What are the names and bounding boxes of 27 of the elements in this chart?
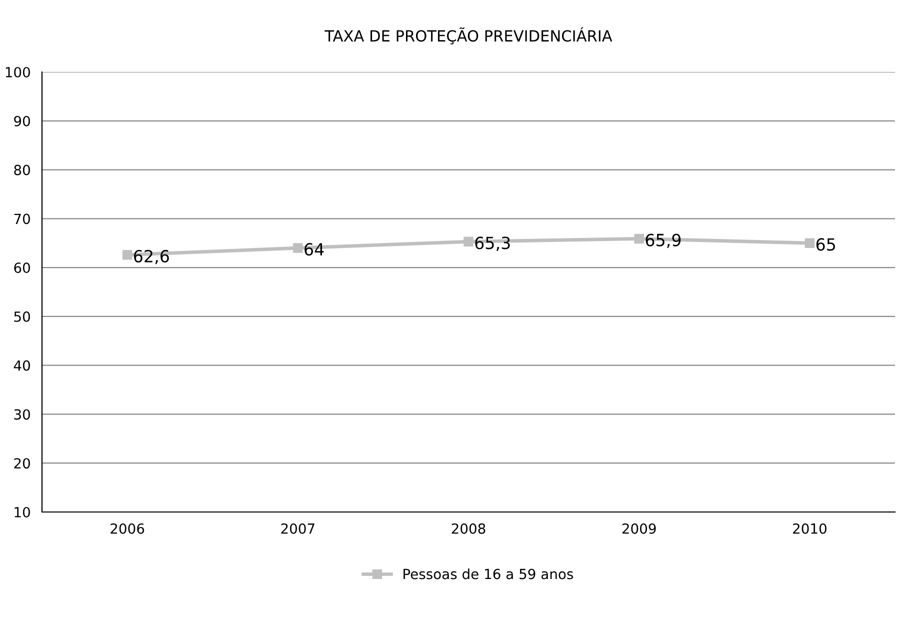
point <box>293 243 303 253</box>
data-label: 65,3 <box>475 236 510 251</box>
x-tick-label: 2007 <box>281 523 314 534</box>
x-tick-label: 2008 <box>452 523 486 534</box>
data-label: 65 <box>816 238 836 251</box>
y-tick-label: 10 <box>14 506 30 518</box>
x-tick-label: 2009 <box>622 523 656 534</box>
data-label: 62,6 <box>134 250 169 264</box>
point <box>464 236 474 247</box>
y-tick-label: 20 <box>14 458 30 469</box>
point <box>122 250 132 260</box>
y-tick-label: 60 <box>14 262 30 274</box>
point <box>804 238 815 248</box>
data-label: 65,9 <box>646 234 681 248</box>
y-tick-label: 90 <box>14 116 30 126</box>
y-tick-label: 40 <box>14 360 30 371</box>
x-tick-label: 2006 <box>110 523 144 534</box>
y-tick-label: 50 <box>14 311 30 322</box>
y-tick-label: 80 <box>14 164 30 176</box>
y-tick-label: 100 <box>6 66 30 78</box>
legend-label: Pessoas de 16 a 59 anos <box>404 568 574 580</box>
chart-title: TAXA DE PROTEÇÃO PREVIDENCIÁRIA <box>324 27 612 44</box>
y-tick-label: 70 <box>14 214 30 224</box>
x-tick-label: 2010 <box>793 523 826 534</box>
point <box>634 234 644 244</box>
data-label: 64 <box>304 243 324 256</box>
y-tick-label: 30 <box>14 409 30 420</box>
